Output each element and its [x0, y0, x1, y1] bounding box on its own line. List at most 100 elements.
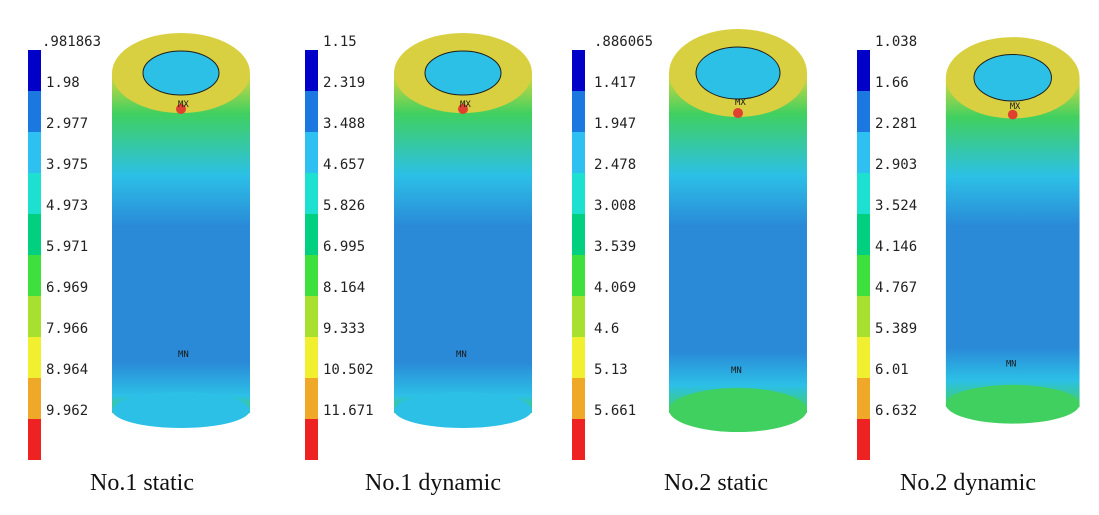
max-marker: MX	[1010, 102, 1021, 112]
legend-label: 4.6	[594, 321, 620, 337]
caption: No.1 static	[90, 470, 194, 496]
legend-label: 2.903	[875, 157, 918, 173]
cylinder-stress-plot: MX MN	[669, 29, 807, 432]
legend-swatch	[28, 91, 41, 132]
legend-label: 3.008	[594, 198, 637, 214]
legend-swatch	[28, 255, 41, 296]
legend-label: 8.964	[46, 362, 89, 378]
legend-swatch	[857, 91, 870, 132]
legend-swatch	[572, 132, 585, 173]
min-marker: MN	[1006, 359, 1016, 369]
panel-no1-static: .981863 1.98 2.977 3.975 4.973 5.971 6.9…	[0, 0, 275, 515]
legend-swatch	[305, 419, 318, 460]
legend-label: 4.973	[46, 198, 89, 214]
legend-swatch	[305, 173, 318, 214]
min-marker: MN	[456, 350, 467, 360]
legend-swatch	[572, 50, 585, 91]
legend-label: 3.488	[323, 116, 366, 132]
legend-label: 9.333	[323, 321, 366, 337]
legend-swatch	[857, 296, 870, 337]
legend-swatch	[28, 419, 41, 460]
caption: No.2 static	[664, 470, 768, 496]
panel-no1-dynamic: 1.15 2.319 3.488 4.657 5.826 6.995 8.164…	[275, 0, 550, 515]
legend-label: 9.962	[46, 403, 89, 419]
legend-label: 5.661	[594, 403, 637, 419]
max-marker: MX	[178, 100, 189, 110]
legend-swatch	[857, 337, 870, 378]
legend-swatch	[28, 173, 41, 214]
legend-swatch	[857, 132, 870, 173]
legend-label: 8.164	[323, 280, 366, 296]
legend-label: 5.971	[46, 239, 89, 255]
legend-label: 5.826	[323, 198, 366, 214]
legend-swatch	[857, 50, 870, 91]
legend-swatch	[572, 255, 585, 296]
legend-swatch	[305, 378, 318, 419]
legend-label: 2.977	[46, 116, 89, 132]
cylinder-stress-plot: MX MN	[112, 33, 250, 428]
legend-label: 1.98	[46, 75, 80, 91]
panel-no2-dynamic: 1.038 1.66 2.281 2.903 3.524 4.146 4.767…	[825, 0, 1099, 515]
legend-swatch	[572, 91, 585, 132]
legend-label: 1.947	[594, 116, 637, 132]
legend-swatch	[28, 132, 41, 173]
legend-swatch	[572, 419, 585, 460]
legend-label: 3.524	[875, 198, 918, 214]
legend-label: 11.671	[323, 403, 374, 419]
legend-swatch	[572, 337, 585, 378]
legend-label: 1.15	[323, 34, 357, 50]
legend-label: 3.539	[594, 239, 637, 255]
legend-label: 5.13	[594, 362, 628, 378]
cylinder-stress-plot: MX MN	[945, 37, 1080, 424]
max-marker: MX	[460, 100, 471, 110]
panel-no2-static: .886065 1.417 1.947 2.478 3.008 3.539 4.…	[550, 0, 825, 515]
legend-swatch	[572, 378, 585, 419]
legend-swatch	[28, 378, 41, 419]
max-marker: MX	[735, 98, 746, 108]
legend-swatch	[305, 214, 318, 255]
legend-label: .886065	[594, 34, 654, 50]
legend-label: 4.069	[594, 280, 637, 296]
legend-swatch	[305, 337, 318, 378]
legend-swatch	[572, 214, 585, 255]
min-marker: MN	[731, 366, 742, 376]
cylinder-stress-plot: MX MN	[394, 33, 532, 428]
legend-label: 4.657	[323, 157, 366, 173]
legend-label: 3.975	[46, 157, 89, 173]
legend-label: 1.66	[875, 75, 909, 91]
legend-swatch	[857, 419, 870, 460]
legend-label: 6.01	[875, 362, 909, 378]
legend-swatch	[857, 214, 870, 255]
min-marker: MN	[178, 350, 189, 360]
legend-label: 6.995	[323, 239, 366, 255]
legend-swatch	[305, 132, 318, 173]
legend-label: 2.281	[875, 116, 918, 132]
legend-label: 6.969	[46, 280, 89, 296]
legend-swatch	[28, 214, 41, 255]
legend-label: 6.632	[875, 403, 918, 419]
legend-swatch	[857, 378, 870, 419]
legend-label: 4.767	[875, 280, 918, 296]
caption: No.1 dynamic	[365, 470, 501, 496]
legend-label: 7.966	[46, 321, 89, 337]
legend-swatch	[305, 255, 318, 296]
legend-swatch	[305, 296, 318, 337]
legend-label: .981863	[42, 34, 102, 50]
legend-swatch	[305, 91, 318, 132]
legend-swatch	[857, 255, 870, 296]
legend-swatch	[572, 296, 585, 337]
legend-swatch	[572, 173, 585, 214]
legend-label: 10.502	[323, 362, 374, 378]
legend-swatch	[28, 296, 41, 337]
legend-label: 2.478	[594, 157, 637, 173]
legend-swatch	[28, 50, 41, 91]
caption: No.2 dynamic	[900, 470, 1036, 496]
legend-label: 1.038	[875, 34, 918, 50]
legend-label: 1.417	[594, 75, 637, 91]
legend-label: 5.389	[875, 321, 918, 337]
legend-label: 2.319	[323, 75, 366, 91]
legend-swatch	[857, 173, 870, 214]
legend-swatch	[28, 337, 41, 378]
legend-swatch	[305, 50, 318, 91]
legend-label: 4.146	[875, 239, 918, 255]
